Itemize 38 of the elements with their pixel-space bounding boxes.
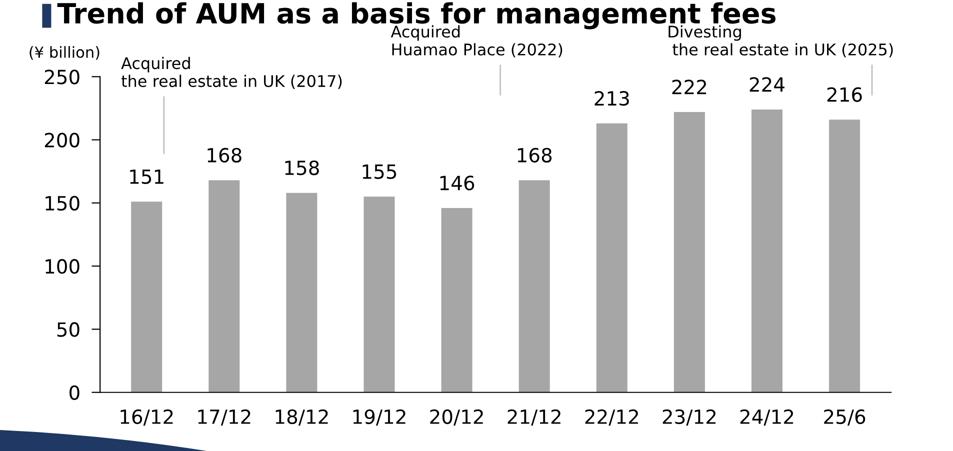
y-tick-label: 100 xyxy=(46,259,80,274)
x-tick-label: 23/12 xyxy=(662,409,716,426)
x-tick-label: 21/12 xyxy=(508,409,560,426)
x-tick-label: 20/12 xyxy=(430,409,483,426)
x-tick-label: 24/12 xyxy=(740,409,794,426)
data-label: 224 xyxy=(750,77,784,92)
x-tick-label: 25/6 xyxy=(824,409,866,426)
data-label: 158 xyxy=(285,160,319,176)
bar xyxy=(674,112,705,392)
data-label: 213 xyxy=(594,91,629,106)
x-tick-label: 22/12 xyxy=(585,409,638,426)
y-tick-label: 150 xyxy=(46,196,80,211)
y-axis-title: (¥ billion) xyxy=(30,46,100,60)
bar xyxy=(829,120,860,392)
data-label: 222 xyxy=(672,80,706,94)
bar xyxy=(441,208,472,392)
data-label: 155 xyxy=(362,164,396,179)
annotation: Acquired the real estate in UK (2017) xyxy=(121,56,342,89)
bar xyxy=(364,196,395,392)
y-tick-label: 200 xyxy=(44,132,80,148)
data-label: 216 xyxy=(827,87,862,102)
x-tick-label: 17/12 xyxy=(198,409,250,426)
bar xyxy=(518,180,550,392)
data-label: 151 xyxy=(130,170,164,184)
y-tick-label: 250 xyxy=(44,70,80,84)
data-label: 168 xyxy=(208,148,242,163)
data-label: 168 xyxy=(518,148,552,163)
bar xyxy=(208,180,240,392)
bar xyxy=(131,202,162,392)
bar xyxy=(286,192,318,392)
x-tick-label: 16/12 xyxy=(120,409,173,426)
y-tick-label: 0 xyxy=(70,385,80,400)
x-tick-label: 19/12 xyxy=(353,409,406,426)
x-tick-label: 18/12 xyxy=(276,409,328,426)
bar xyxy=(596,123,628,392)
y-tick-label: 50 xyxy=(57,322,80,337)
data-label: 146 xyxy=(440,176,474,190)
bar xyxy=(751,110,782,392)
